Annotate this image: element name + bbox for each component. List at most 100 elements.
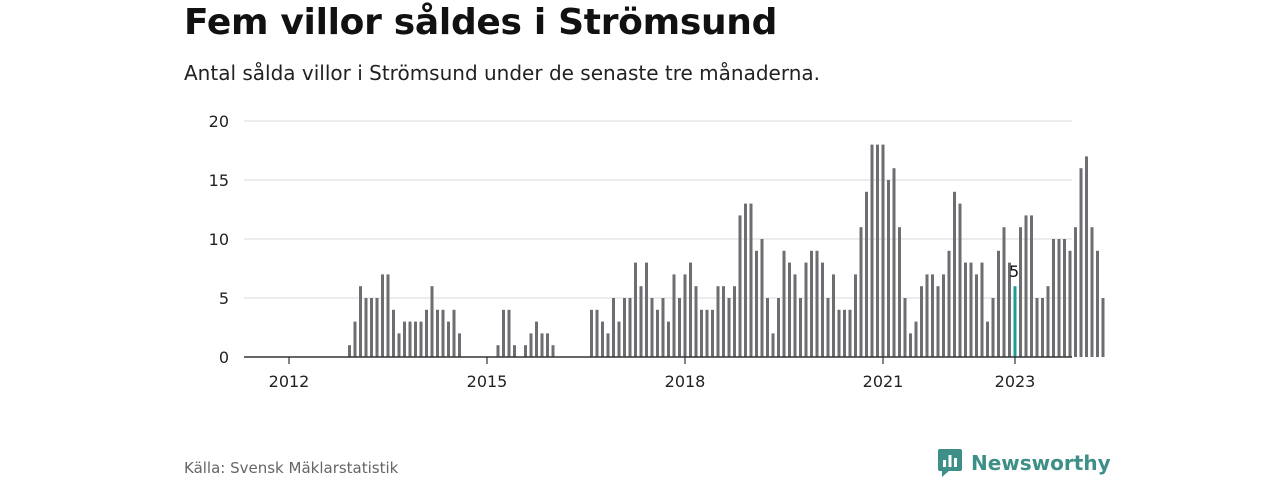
- bar: [546, 333, 549, 357]
- bar: [782, 250, 786, 357]
- bar: [606, 333, 610, 357]
- bar: [645, 262, 648, 357]
- bar: [799, 298, 802, 357]
- bar: [430, 286, 434, 357]
- x-tick-label: 2021: [863, 372, 904, 391]
- bar: [507, 309, 511, 357]
- bar: [738, 215, 742, 357]
- bar: [1079, 168, 1083, 357]
- bar: [947, 250, 951, 357]
- bar: [881, 144, 885, 357]
- bar: [975, 274, 978, 357]
- bar-chart-speech-bubble-icon: [938, 449, 962, 477]
- y-tick-label: 15: [209, 171, 229, 190]
- bar: [936, 286, 940, 357]
- bar: [601, 321, 604, 357]
- bar: [540, 333, 544, 357]
- bar: [925, 274, 929, 357]
- chart-title: Fem villor såldes i Strömsund: [184, 2, 778, 43]
- bar: [535, 321, 538, 357]
- bar: [678, 298, 681, 357]
- bar: [1052, 239, 1055, 357]
- bar: [683, 274, 687, 357]
- bar: [1035, 298, 1039, 357]
- bar: [859, 227, 863, 357]
- x-tick-label: 2018: [665, 372, 706, 391]
- x-tick-label: 2015: [467, 372, 508, 391]
- bar: [359, 286, 362, 357]
- y-tick-label: 0: [219, 348, 229, 367]
- bar: [529, 333, 533, 357]
- bar: [1068, 250, 1072, 357]
- bar: [777, 298, 780, 357]
- bar: [1041, 298, 1044, 357]
- bar: [397, 333, 401, 357]
- bar: [766, 298, 769, 357]
- bar: [1074, 227, 1077, 357]
- bar: [953, 191, 956, 357]
- bar: [887, 180, 890, 357]
- bar: [634, 262, 637, 357]
- bar: [656, 309, 659, 357]
- bar: [826, 298, 830, 357]
- bar: [381, 274, 384, 357]
- bars: [348, 144, 1105, 357]
- bar: [458, 333, 461, 357]
- bar: [854, 274, 857, 357]
- newsworthy-logo[interactable]: Newsworthy: [938, 449, 1111, 477]
- bar: [848, 309, 852, 357]
- bar-chart: 0 5 10 15 20 2012 2015 2018 2021 2023 5: [209, 112, 1105, 391]
- bar: [716, 286, 720, 357]
- bar: [1008, 262, 1011, 357]
- bar: [1030, 215, 1033, 357]
- bar: [843, 309, 846, 357]
- bar: [1024, 215, 1028, 357]
- bar: [425, 309, 428, 357]
- y-tick-label: 10: [209, 230, 229, 249]
- bar: [892, 168, 896, 357]
- bar: [419, 321, 423, 357]
- bar: [689, 262, 692, 357]
- bar: [694, 286, 698, 357]
- bar: [1090, 227, 1094, 357]
- bar: [788, 262, 791, 357]
- bar: [804, 262, 808, 357]
- bar: [898, 227, 901, 357]
- bar: [639, 286, 643, 357]
- bar: [722, 286, 725, 357]
- highlighted-bar: [1013, 286, 1017, 357]
- y-tick-label: 5: [219, 289, 229, 308]
- bar: [590, 309, 593, 357]
- bar: [832, 274, 835, 357]
- bar: [991, 298, 995, 357]
- x-tick-label: 2023: [995, 372, 1036, 391]
- bar: [353, 321, 357, 357]
- bar: [513, 345, 516, 357]
- bar: [414, 321, 417, 357]
- bar: [436, 309, 439, 357]
- chart-subtitle: Antal sålda villor i Strömsund under de …: [184, 61, 820, 85]
- bar: [969, 262, 973, 357]
- bar: [595, 309, 599, 357]
- bar: [771, 333, 775, 357]
- bar: [502, 309, 505, 357]
- bar: [931, 274, 934, 357]
- bar: [815, 250, 819, 357]
- bar: [700, 309, 703, 357]
- bar: [628, 298, 632, 357]
- x-axis-ticks: 2012 2015 2018 2021 2023: [269, 357, 1036, 391]
- bar: [942, 274, 945, 357]
- bar: [1002, 227, 1006, 357]
- bar: [876, 144, 879, 357]
- y-axis-tick-labels: 0 5 10 15 20: [209, 112, 229, 367]
- bar: [650, 298, 654, 357]
- bar: [386, 274, 390, 357]
- bar: [755, 250, 758, 357]
- bar: [441, 309, 445, 357]
- bar: [524, 345, 527, 357]
- bar: [821, 262, 824, 357]
- bar: [1063, 239, 1066, 357]
- bar: [447, 321, 450, 357]
- bar: [403, 321, 406, 357]
- bar: [392, 309, 395, 357]
